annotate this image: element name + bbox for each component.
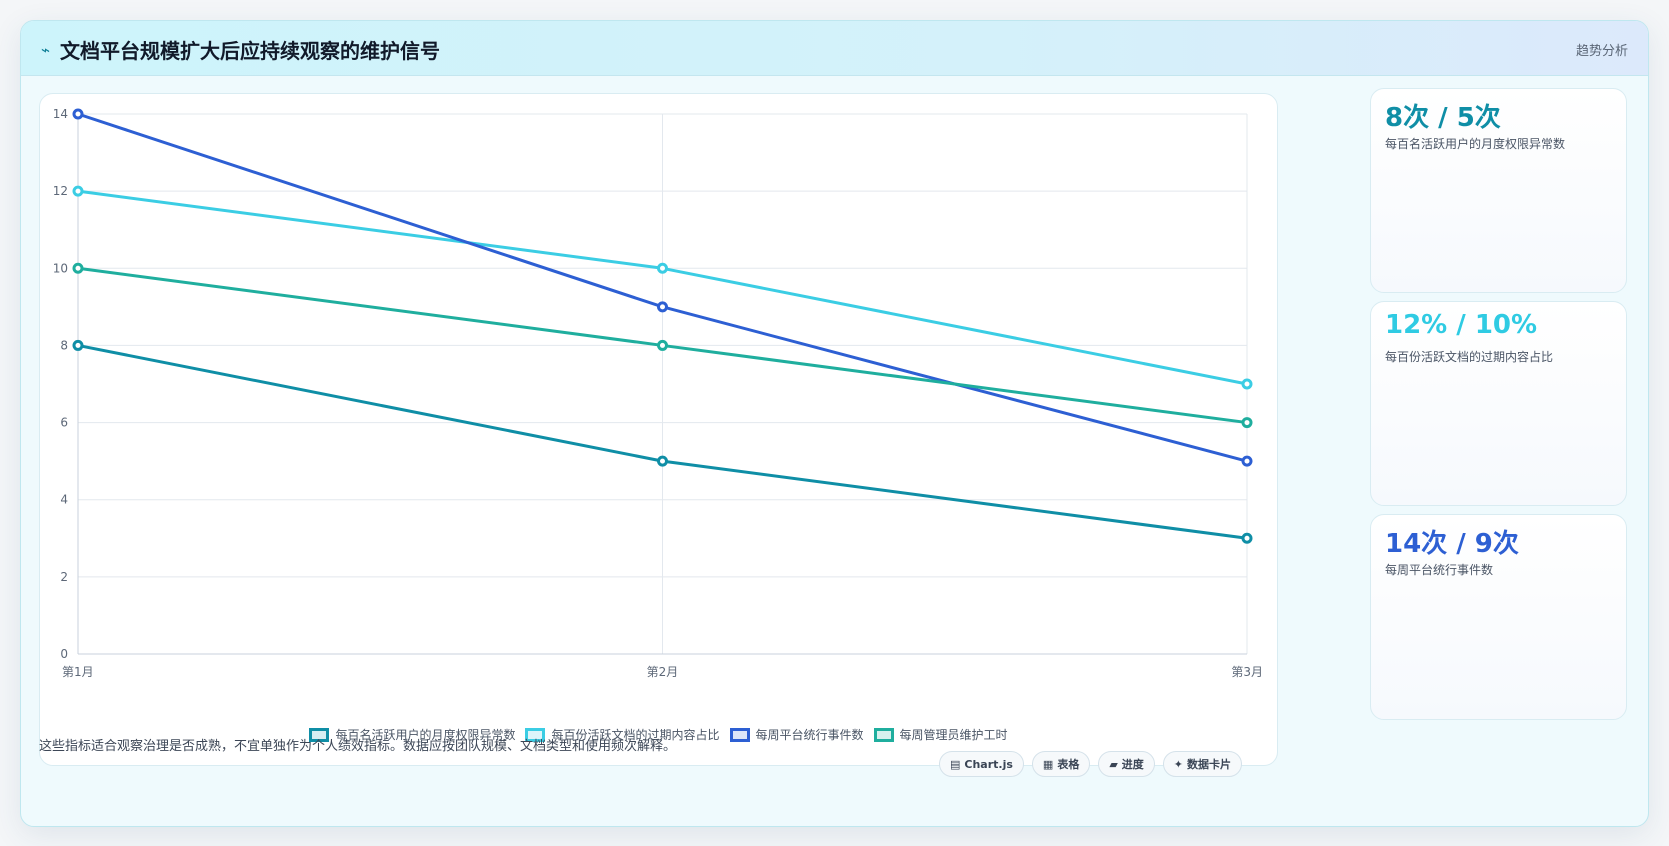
view-chips: ▤ Chart.js ▦ 表格 ▰ 进度 ✦ 数据卡片 — [939, 751, 1243, 777]
y-tick-label: 14 — [53, 107, 68, 121]
card-title: 文档平台规模扩大后应持续观察的维护信号 — [60, 39, 441, 63]
legend-label: 每百名活跃用户的月度权限异常数 — [335, 728, 516, 742]
data-point — [72, 339, 84, 351]
stat-label: 每周平台统行事件数 — [1385, 563, 1494, 577]
pulse-icon: ⌁ — [41, 40, 51, 59]
data-point — [72, 108, 84, 120]
chip-table[interactable]: ▦ 表格 — [1031, 751, 1091, 777]
legend-label: 每周平台统行事件数 — [755, 728, 864, 742]
stat-value: 12% / 10% — [1385, 310, 1538, 340]
table-icon: ▦ — [1042, 757, 1054, 771]
chip-progress[interactable]: ▰ 进度 — [1098, 751, 1155, 777]
chart-panel: 0 2 4 6 8 10 12 14 第1月 第2月 第3月 每百名活跃用户的月度权限异常数 每百份… — [39, 93, 1278, 766]
chip-label: 进度 — [1121, 758, 1144, 771]
y-tick-label: 6 — [60, 416, 68, 430]
y-tick-label: 12 — [53, 184, 68, 198]
data-point — [657, 301, 668, 313]
chip-label: 数据卡片 — [1187, 758, 1232, 771]
legend-item-permission[interactable]: 每百名活跃用户的月度权限异常数 — [309, 726, 515, 743]
chip-data-card[interactable]: ✦ 数据卡片 — [1162, 751, 1243, 777]
card-header: ⌁ 文档平台规模扩大后应持续观察的维护信号 趋势分析 — [21, 21, 1648, 76]
stat-label: 每百份活跃文档的过期内容占比 — [1385, 350, 1554, 364]
y-tick-label: 0 — [60, 647, 68, 661]
stat-card-stale-content: 12% / 10% 每百份活跃文档的过期内容占比 — [1370, 301, 1627, 506]
trend-analysis-tag: 趋势分析 — [1575, 44, 1628, 59]
legend-label: 每百份活跃文档的过期内容占比 — [551, 728, 720, 742]
data-point — [657, 339, 668, 351]
stat-value: 8次 / 5次 — [1385, 103, 1501, 133]
data-point — [1241, 378, 1253, 390]
progress-icon: ▰ — [1109, 757, 1118, 771]
y-tick-label: 4 — [60, 493, 68, 507]
chip-chartjs[interactable]: ▤ Chart.js — [939, 751, 1024, 777]
legend-item-admin-hours[interactable]: 每周管理员维护工时 — [873, 726, 1008, 743]
y-tick-label: 2 — [60, 570, 68, 584]
legend-swatch — [309, 727, 330, 742]
legend-swatch — [525, 727, 546, 742]
legend-swatch — [729, 727, 750, 742]
chip-label: Chart.js — [964, 757, 1013, 771]
legend-item-incidents[interactable]: 每周平台统行事件数 — [729, 726, 864, 743]
stat-value: 14次 / 9次 — [1385, 529, 1519, 559]
chip-label: 表格 — [1057, 758, 1080, 771]
legend-item-stale-content[interactable]: 每百份活跃文档的过期内容占比 — [525, 726, 720, 743]
x-tick-label: 第1月 — [62, 665, 94, 679]
line-chart: 0 2 4 6 8 10 12 14 第1月 第2月 第3月 — [53, 107, 1263, 679]
data-point — [657, 455, 668, 467]
stat-card-incidents: 14次 / 9次 每周平台统行事件数 — [1370, 514, 1627, 720]
x-tick-label: 第3月 — [1231, 665, 1263, 679]
chart-legend: 每百名活跃用户的月度权限异常数 每百份活跃文档的过期内容占比 每周平台统行事件数… — [40, 726, 1277, 743]
data-point — [72, 262, 84, 274]
data-point — [1241, 532, 1253, 544]
legend-swatch — [873, 727, 894, 742]
stat-label: 每百名活跃用户的月度权限异常数 — [1385, 137, 1566, 151]
stat-card-permission: 8次 / 5次 每百名活跃用户的月度权限异常数 — [1370, 88, 1627, 293]
sparkle-icon: ✦ — [1173, 757, 1184, 771]
data-point — [1241, 417, 1253, 429]
chart-icon: ▤ — [950, 757, 961, 771]
data-point — [1241, 455, 1253, 467]
data-point — [657, 262, 668, 274]
dashboard-card: ⌁ 文档平台规模扩大后应持续观察的维护信号 趋势分析 0 2 4 6 8 10 12 14 第1… — [20, 20, 1649, 827]
footnote: 这些指标适合观察治理是否成熟，不宜单独作为个人绩效指标。数据应按团队规模、文档类… — [39, 739, 677, 754]
y-tick-label: 8 — [60, 338, 68, 352]
legend-label: 每周管理员维护工时 — [899, 728, 1008, 742]
y-tick-label: 10 — [53, 261, 68, 275]
x-tick-label: 第2月 — [647, 665, 679, 679]
data-point — [72, 185, 84, 197]
